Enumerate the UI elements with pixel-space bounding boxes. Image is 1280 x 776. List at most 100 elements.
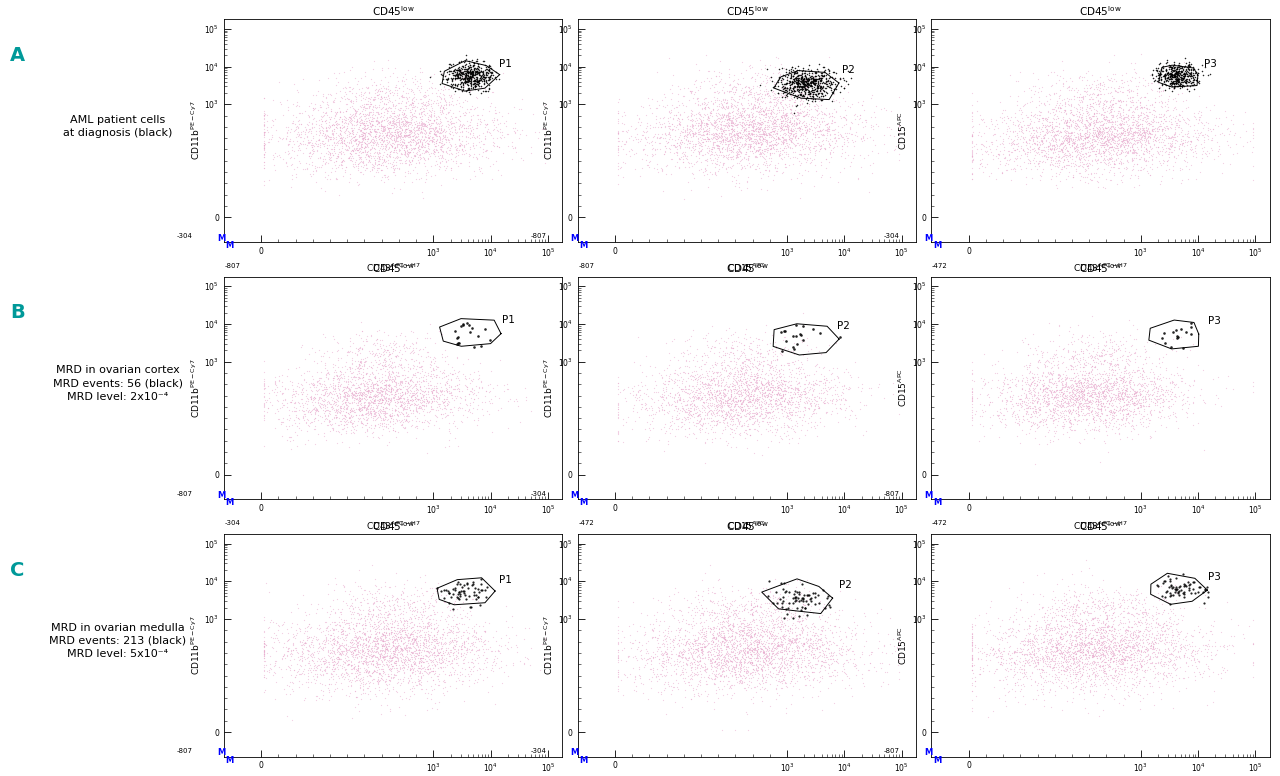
Point (1047, 125, 1068, 137)
Point (278, 121, 298, 133)
Point (421, 589, 442, 601)
Point (989, 145, 1010, 158)
Point (1126, 659, 1147, 671)
Point (390, 379, 411, 391)
Point (378, 157, 398, 169)
Point (379, 125, 399, 137)
Point (710, 397, 731, 410)
Point (1006, 377, 1027, 390)
Point (797, 658, 818, 670)
Point (370, 147, 390, 159)
Point (681, 104, 701, 116)
Point (1005, 138, 1025, 151)
Point (777, 77, 797, 89)
Point (782, 431, 803, 444)
Point (447, 331, 467, 344)
Point (716, 361, 736, 373)
Point (1028, 408, 1048, 421)
Point (374, 102, 394, 115)
Point (676, 399, 696, 411)
Point (672, 646, 692, 658)
Point (421, 656, 442, 668)
Point (402, 646, 422, 658)
Point (1206, 647, 1226, 660)
Point (394, 410, 415, 422)
Point (1004, 154, 1024, 167)
Point (1149, 57, 1170, 69)
Point (684, 632, 704, 645)
Point (814, 123, 835, 136)
Point (727, 99, 748, 111)
Point (759, 406, 780, 418)
Point (439, 424, 460, 437)
Point (762, 605, 782, 618)
Point (1009, 646, 1029, 658)
Point (367, 379, 388, 392)
Point (888, 120, 909, 133)
Point (1184, 69, 1204, 81)
Point (692, 355, 713, 367)
Point (399, 104, 420, 116)
Point (1135, 142, 1156, 154)
Point (786, 67, 806, 79)
Point (782, 124, 803, 137)
Point (431, 650, 452, 663)
Point (1143, 123, 1164, 135)
Point (1101, 90, 1121, 102)
Point (737, 360, 758, 372)
Point (1048, 148, 1069, 161)
Point (264, 149, 284, 161)
Point (370, 650, 390, 662)
Point (1066, 120, 1087, 132)
Point (352, 392, 372, 404)
Point (1129, 153, 1149, 165)
Point (735, 397, 755, 410)
Point (1084, 133, 1105, 146)
Point (410, 119, 430, 131)
Point (1066, 384, 1087, 397)
Point (721, 635, 741, 647)
Point (506, 393, 526, 405)
Point (680, 428, 700, 440)
Point (392, 414, 412, 427)
Point (1091, 126, 1111, 139)
Point (1065, 380, 1085, 393)
Point (759, 121, 780, 133)
Point (741, 656, 762, 668)
Point (721, 645, 741, 657)
Point (764, 573, 785, 585)
Point (662, 609, 682, 622)
Point (851, 646, 872, 658)
Point (680, 85, 700, 97)
Point (759, 112, 780, 124)
Point (401, 339, 421, 352)
Point (398, 382, 419, 394)
Point (1096, 609, 1116, 622)
Point (980, 382, 1001, 394)
Point (1137, 618, 1157, 630)
Point (1146, 129, 1166, 141)
Point (348, 393, 369, 406)
Point (1070, 129, 1091, 141)
Point (329, 189, 349, 201)
Point (376, 414, 397, 426)
Point (1065, 150, 1085, 162)
Point (660, 594, 681, 606)
Point (1060, 631, 1080, 643)
Point (675, 128, 695, 140)
Point (777, 112, 797, 124)
Point (787, 72, 808, 85)
Point (364, 394, 384, 407)
Point (447, 653, 467, 665)
Point (1005, 657, 1025, 670)
Point (460, 116, 480, 128)
Point (1161, 73, 1181, 85)
Point (1092, 342, 1112, 355)
Point (709, 130, 730, 142)
Point (1062, 652, 1083, 664)
Point (392, 662, 412, 674)
Text: M: M (933, 756, 941, 765)
Point (379, 348, 399, 360)
Point (701, 656, 722, 669)
Point (310, 344, 330, 356)
